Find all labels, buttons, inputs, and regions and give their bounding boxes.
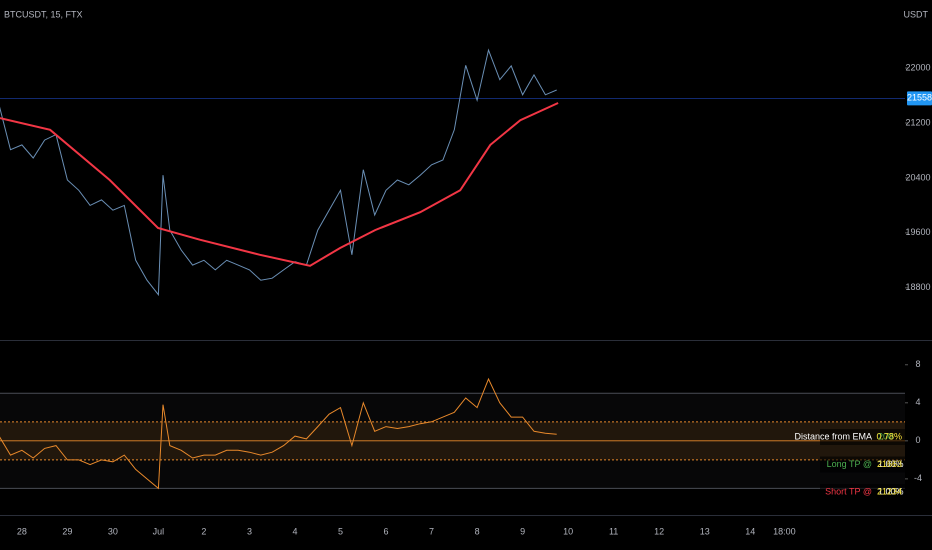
table-cell: 21234 [877, 486, 902, 496]
x-tick-label: 2 [201, 526, 206, 536]
y-tick-label: 21200 [905, 117, 930, 127]
y-tick-label: 20400 [905, 172, 930, 182]
line-series [0, 48, 557, 297]
x-tick-label: 4 [292, 526, 297, 536]
y-tick-label: 0 [915, 435, 920, 445]
y-tick-label: 22000 [905, 62, 930, 72]
last-price-box [907, 91, 932, 106]
line-series [0, 102, 559, 267]
last-price-label: 21558 [907, 93, 932, 103]
x-tick-label: 30 [108, 526, 118, 536]
x-tick-label: 13 [700, 526, 710, 536]
x-tick-label: 12 [654, 526, 664, 536]
x-tick-label: 3 [247, 526, 252, 536]
y-tick-label: 19600 [905, 227, 930, 237]
y-tick-label: 8 [915, 359, 920, 369]
table-cell: Short TP @ [825, 486, 872, 496]
x-tick-label: 11 [609, 526, 618, 536]
table-cell: 21663 [877, 459, 902, 469]
x-tick-label: 18:00 [773, 526, 796, 536]
x-tick-label: 9 [520, 526, 525, 536]
y-tick-label: -4 [914, 473, 922, 483]
y-tick-label: 4 [915, 397, 920, 407]
table-row-bg [820, 484, 905, 500]
x-tick-label: 6 [384, 526, 389, 536]
x-tick-label: 28 [17, 526, 27, 536]
table-cell: 0.78% [876, 431, 902, 441]
chart-title: BTCUSDT, 15, FTX [4, 9, 83, 19]
x-tick-label: Jul [153, 526, 165, 536]
y-tick-label: 18800 [905, 282, 930, 292]
x-tick-label: 5 [338, 526, 343, 536]
table-cell: 1.00% [878, 486, 904, 496]
x-tick-label: 7 [429, 526, 434, 536]
y-axis-label: USDT [904, 9, 929, 19]
x-tick-label: 14 [745, 526, 755, 536]
table-row-bg [820, 456, 905, 473]
x-tick-label: 29 [62, 526, 72, 536]
table-cell: 200 [878, 431, 893, 441]
x-tick-label: 10 [563, 526, 573, 536]
table-row-bg [820, 429, 905, 445]
line-series [0, 377, 557, 490]
table-cell: 1.00% [878, 459, 904, 469]
table-cell: Distance from EMA [794, 431, 872, 441]
table-cell: Long TP @ [827, 459, 872, 469]
x-tick-label: 8 [475, 526, 480, 536]
